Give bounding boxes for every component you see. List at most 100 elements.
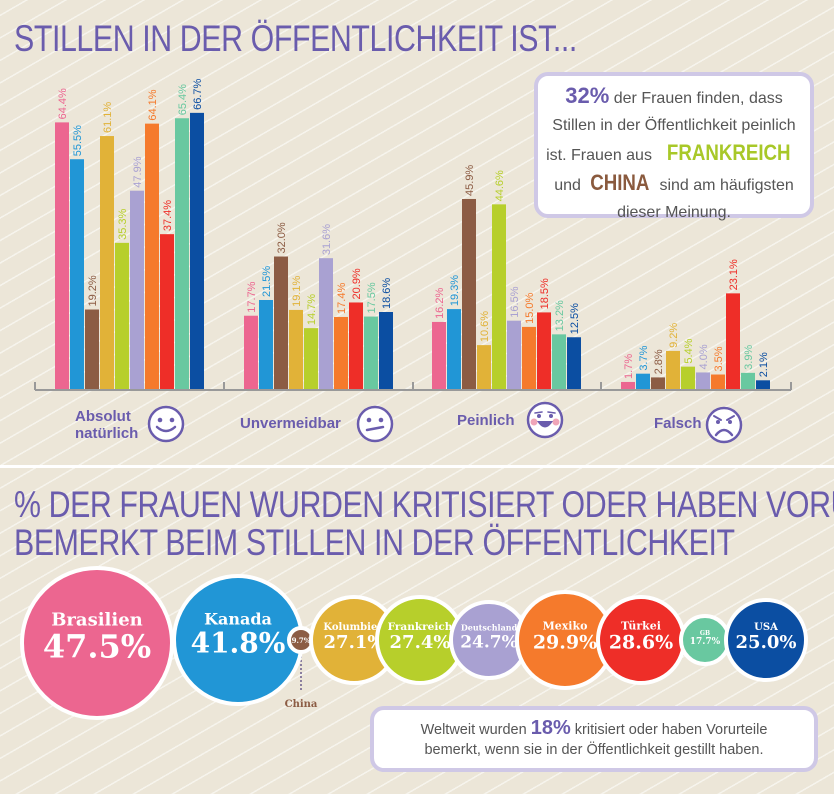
bubble-circle <box>309 595 399 685</box>
bubble-circle <box>172 574 304 706</box>
bar-label: 2.1% <box>758 352 770 377</box>
bar-türkei-3 <box>537 312 551 389</box>
bar-label: 17.7% <box>246 281 258 312</box>
bar-brasilien-1 <box>55 122 69 389</box>
bubble-value: 27.1% <box>324 632 385 653</box>
bar-türkei-4 <box>726 293 740 389</box>
bubble-value: 41.8% <box>191 627 286 660</box>
bubble-name: Mexiko <box>543 620 588 633</box>
bubble-value: 24.7% <box>460 633 518 653</box>
neutral-face-icon <box>356 405 394 443</box>
bar-china-3 <box>462 198 476 389</box>
bar-label: 20.9% <box>351 268 363 299</box>
section1-title: STILLEN IN DER ÖFFENTLICHKEIT IST... <box>14 18 577 59</box>
bar-deutschland-4 <box>696 372 710 389</box>
bubble-circle <box>724 598 808 682</box>
bar-türkei-1 <box>160 234 174 389</box>
info-text: sind am häufigsten <box>655 177 794 194</box>
bar-deutschland-3 <box>507 320 521 389</box>
bar-label: 17.4% <box>336 283 348 314</box>
bar-label: 14.7% <box>306 294 318 325</box>
bar-brasilien-4 <box>621 381 635 389</box>
bar-kanada-1 <box>70 159 84 389</box>
bubble-circle <box>679 614 731 666</box>
info-box-embarrassing: 32% der Frauen finden, dass Stillen in d… <box>534 72 814 221</box>
bar-mexiko-4 <box>711 374 725 389</box>
bubble-value: 9.7% <box>292 636 311 645</box>
smile-face-icon <box>147 405 185 443</box>
category-label-natural: Absolut natürlich <box>75 408 139 442</box>
bar-kanada-2 <box>259 299 273 389</box>
bar-kanada-4 <box>636 373 650 389</box>
bar-usa-3 <box>567 337 581 389</box>
bar-label: 23.1% <box>728 259 740 290</box>
info-country-china: CHINA <box>590 170 650 195</box>
bar-label: 19.1% <box>291 276 303 307</box>
bubble-name: Kolumbien <box>323 622 385 633</box>
bar-kolumbien-3 <box>477 345 491 389</box>
bubble-circle <box>375 595 465 685</box>
bar-gb-4 <box>741 372 755 389</box>
info-text: ist. Frauen aus <box>546 147 657 164</box>
bubble-value: 47.5% <box>43 627 151 665</box>
info-text: der Frauen finden, dass <box>609 90 783 107</box>
bar-label: 3.7% <box>638 345 650 370</box>
bar-label: 64.1% <box>147 89 159 120</box>
bubble-value: 17.7% <box>690 637 721 647</box>
bubble-name: Deutschland <box>461 623 518 633</box>
info-highlight-18: 18% <box>530 717 571 739</box>
info-text: Stillen in der Öffentlichkeit peinlich <box>552 117 796 134</box>
bar-gb-3 <box>552 334 566 389</box>
bar-mexiko-1 <box>145 123 159 389</box>
info-highlight-32: 32% <box>565 83 610 108</box>
bubble-circle <box>596 595 686 685</box>
category-label-wrong: Falsch <box>654 415 702 432</box>
bubble-circle <box>20 566 174 720</box>
bar-label: 61.1% <box>102 102 114 133</box>
bubble-name: Kanada <box>204 610 272 629</box>
bar-label: 3.5% <box>713 346 725 371</box>
bar-label: 37.4% <box>162 200 174 231</box>
bar-label: 17.5% <box>366 282 378 313</box>
bubble-value: 27.4% <box>390 632 451 653</box>
bar-chart: 64.4%55.5% 19.2% 61.1% 35.3% 47.9% 64.1% 37.4%… <box>34 78 792 391</box>
bar-label: 31.6% <box>321 224 333 255</box>
bar-brasilien-3 <box>432 321 446 389</box>
bar-label: 1.7% <box>623 354 635 379</box>
bar-frankreich-3 <box>492 204 506 389</box>
bubble-name: Türkei <box>621 620 661 633</box>
bar-deutschland-2 <box>319 258 333 389</box>
bar-gb-1 <box>175 118 189 389</box>
bar-mexiko-2 <box>334 316 348 389</box>
info-text: dieser Meinung. <box>617 204 731 221</box>
bar-label: 35.3% <box>117 208 129 239</box>
bar-label: 64.4% <box>57 88 69 119</box>
bubble-circle <box>515 590 615 690</box>
section2-title: % DER FRAUEN WURDEN KRITISIERT ODER HABE… <box>14 484 834 563</box>
info-text: Weltweit wurden <box>420 722 531 738</box>
bar-label: 10.6% <box>479 311 491 342</box>
bar-türkei-2 <box>349 302 363 389</box>
bar-china-2 <box>274 256 288 389</box>
bar-label: 18.5% <box>539 278 551 309</box>
bar-china-1 <box>85 309 99 389</box>
bar-label: 4.0% <box>698 344 710 369</box>
bubble-value: 29.9% <box>533 632 597 654</box>
bar-label: 32.0% <box>276 222 288 253</box>
bar-label: 15.0% <box>524 292 536 323</box>
info-text: kritisiert oder haben Vorurteile <box>570 722 768 738</box>
bubble-name: USA <box>754 622 778 633</box>
bar-label: 5.4% <box>683 338 695 363</box>
embarrassed-face-icon <box>526 401 564 439</box>
bar-usa-1 <box>190 112 204 389</box>
bar-label: 2.8% <box>653 349 665 374</box>
bubble-name: Frankreich <box>388 621 453 633</box>
bubble-circle <box>287 626 315 654</box>
